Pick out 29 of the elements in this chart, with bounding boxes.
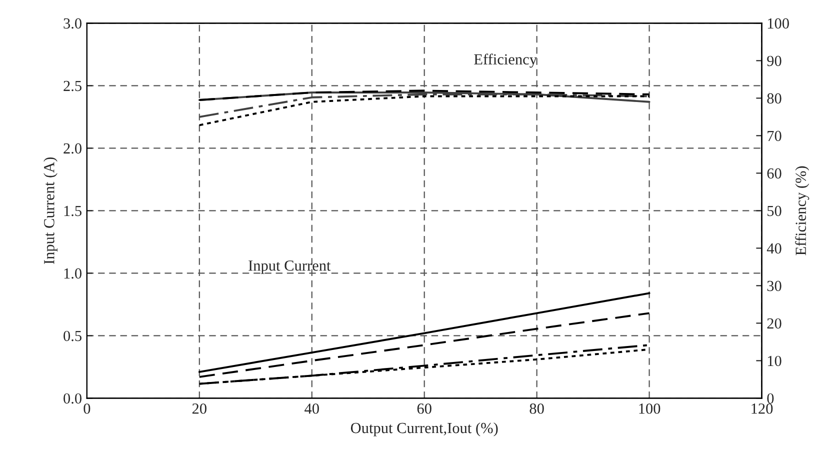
- y-axis-title: Input Current (A): [44, 157, 58, 264]
- y-tick-label: 1.5: [64, 206, 82, 216]
- y-tick-label: 2.5: [64, 80, 82, 92]
- y-tick-label: 3.0: [64, 18, 82, 29]
- x-tick-label: 40: [304, 403, 319, 414]
- y-tick-label: 0.0: [64, 393, 82, 404]
- annotation: Input Current: [248, 260, 331, 274]
- y2-tick-label: 50: [768, 206, 782, 216]
- y2-axis-title: Efficiency (%): [795, 166, 810, 256]
- x-tick-label: 120: [752, 403, 773, 414]
- x-tick-label: 100: [639, 403, 660, 414]
- x-axis-title: Output Current,Iout (%): [350, 422, 498, 436]
- y2-tick-label: 30: [767, 280, 782, 292]
- y2-tick-label: 70: [768, 130, 782, 142]
- y2-tick-label: 60: [767, 168, 782, 179]
- x-tick-label: 60: [417, 403, 432, 414]
- y2-tick-label: 100: [768, 18, 789, 29]
- x-tick-label: 80: [530, 403, 544, 414]
- y-tick-label: 1.0: [64, 268, 82, 279]
- y2-tick-label: 40: [766, 243, 782, 254]
- y2-tick-label: 80: [767, 93, 782, 104]
- y-tick-label: 2.0: [64, 143, 82, 154]
- y-tick-label: 0.5: [64, 330, 82, 342]
- x-tick-label: 20: [192, 403, 206, 414]
- y2-tick-label: 90: [767, 56, 782, 66]
- y2-tick-label: 20: [767, 318, 782, 329]
- y2-tick-label: 10: [768, 356, 782, 366]
- y2-tick-label: 0: [767, 393, 774, 404]
- x-tick-label: 0: [84, 403, 90, 414]
